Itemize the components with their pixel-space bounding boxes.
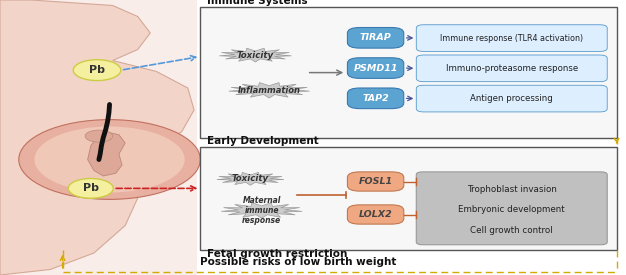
- Polygon shape: [88, 132, 125, 176]
- FancyBboxPatch shape: [347, 28, 404, 48]
- Text: TAP2: TAP2: [362, 94, 389, 103]
- Circle shape: [34, 126, 185, 192]
- Text: Toxicity: Toxicity: [232, 174, 269, 183]
- Text: Antigen processing: Antigen processing: [470, 94, 553, 103]
- Text: Early Development: Early Development: [207, 136, 319, 146]
- Text: Fetal growth restriction: Fetal growth restriction: [207, 249, 347, 259]
- FancyBboxPatch shape: [416, 55, 607, 82]
- Circle shape: [19, 120, 200, 199]
- Polygon shape: [219, 48, 292, 62]
- Text: Pb: Pb: [83, 183, 99, 193]
- Text: Inflammation: Inflammation: [238, 86, 300, 95]
- FancyBboxPatch shape: [347, 205, 404, 224]
- Text: Embryonic development: Embryonic development: [458, 205, 565, 214]
- Text: Toxicity: Toxicity: [237, 51, 274, 59]
- Polygon shape: [228, 82, 310, 98]
- Text: Immune response (TLR4 activation): Immune response (TLR4 activation): [440, 34, 583, 43]
- Text: LOLX2: LOLX2: [359, 210, 393, 219]
- Bar: [0, 0, 197, 275]
- Text: Immuno-proteasome response: Immuno-proteasome response: [446, 64, 578, 73]
- Ellipse shape: [73, 60, 121, 81]
- Text: TIRAP: TIRAP: [360, 33, 391, 42]
- Text: Maternal
immune
response: Maternal immune response: [242, 196, 281, 225]
- Text: Pb: Pb: [89, 65, 105, 75]
- FancyBboxPatch shape: [416, 85, 607, 112]
- Polygon shape: [217, 172, 284, 185]
- FancyBboxPatch shape: [347, 58, 404, 78]
- FancyBboxPatch shape: [416, 172, 607, 245]
- Text: Cell growth control: Cell growth control: [470, 226, 553, 235]
- Text: Immune Systems: Immune Systems: [207, 0, 307, 6]
- Text: FOSL1: FOSL1: [359, 177, 393, 186]
- FancyBboxPatch shape: [416, 25, 607, 51]
- Bar: [200, 147, 617, 250]
- Text: PSMD11: PSMD11: [353, 64, 398, 73]
- Bar: [200, 7, 617, 138]
- Polygon shape: [0, 0, 194, 275]
- Circle shape: [85, 130, 113, 142]
- Text: Possible risks of low birth weight: Possible risks of low birth weight: [200, 257, 397, 267]
- Ellipse shape: [68, 178, 113, 198]
- Text: Trophoblast invasion: Trophoblast invasion: [467, 185, 557, 194]
- Polygon shape: [221, 203, 302, 218]
- FancyBboxPatch shape: [347, 88, 404, 109]
- FancyBboxPatch shape: [347, 172, 404, 191]
